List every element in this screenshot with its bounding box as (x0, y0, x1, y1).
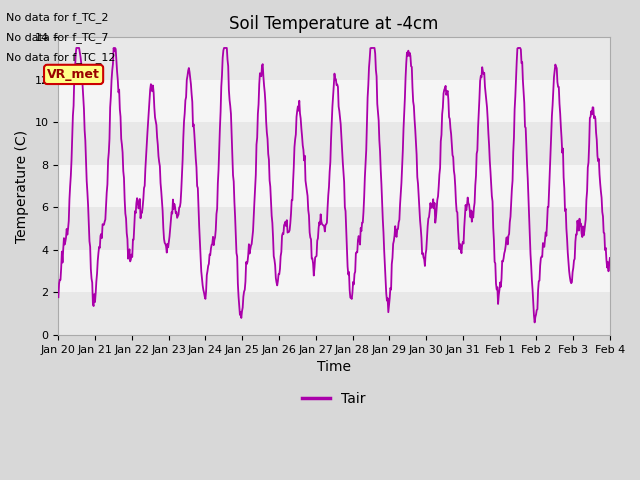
Text: No data for f_TC_2: No data for f_TC_2 (6, 12, 109, 23)
Text: No data for f_TC_12: No data for f_TC_12 (6, 52, 116, 63)
Bar (58, 80, 610, 122)
X-axis label: Time: Time (317, 360, 351, 374)
Title: Soil Temperature at -4cm: Soil Temperature at -4cm (230, 15, 439, 33)
Legend: Tair: Tair (297, 386, 371, 411)
Text: No data for f_TC_7: No data for f_TC_7 (6, 32, 109, 43)
Bar (58, 37, 610, 80)
Bar (58, 292, 610, 335)
Bar (58, 165, 610, 207)
Bar (58, 250, 610, 292)
Bar (58, 122, 610, 165)
Y-axis label: Temperature (C): Temperature (C) (15, 130, 29, 243)
Bar (58, 207, 610, 250)
Text: VR_met: VR_met (47, 68, 100, 81)
